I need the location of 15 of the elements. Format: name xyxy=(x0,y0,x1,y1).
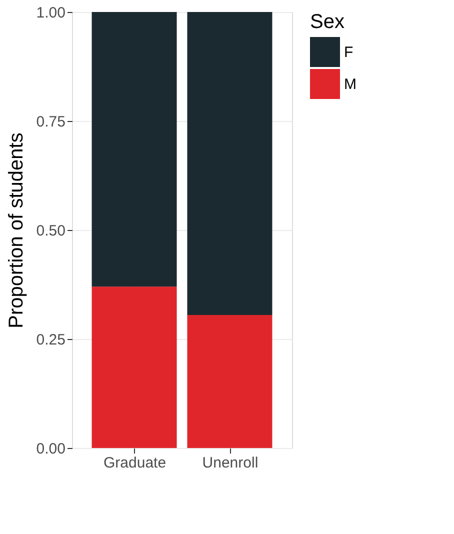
y-tick-label: 0.50 xyxy=(36,222,66,240)
x-tick-label: Graduate xyxy=(104,454,166,472)
y-tick-label: 1.00 xyxy=(36,4,66,22)
legend-title: Sex xyxy=(310,11,344,33)
bar xyxy=(187,315,272,448)
x-tick-label: Unenroll xyxy=(202,454,258,472)
bar xyxy=(92,12,177,287)
bar xyxy=(187,12,272,316)
y-tick-label: 0.00 xyxy=(36,440,66,458)
legend-label: M xyxy=(344,76,356,93)
bar xyxy=(92,286,177,448)
y-axis-title: Proportion of students xyxy=(5,132,28,328)
y-tick-label: 0.75 xyxy=(36,114,66,130)
legend-label: F xyxy=(344,44,354,61)
y-tick-label: 0.25 xyxy=(36,332,66,348)
